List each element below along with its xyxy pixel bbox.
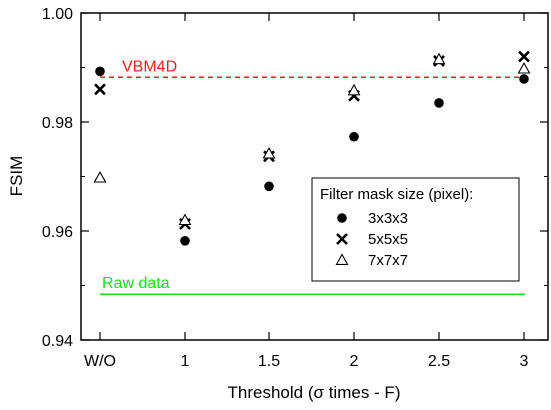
x-tick-label: 1.5 — [258, 353, 280, 370]
x-tick-label: W/O — [84, 353, 116, 370]
reference-line-label: Raw data — [102, 275, 170, 292]
x-tick-label: 2 — [350, 353, 359, 370]
point-3x3x3 — [434, 98, 444, 108]
point-7x7x7 — [432, 52, 446, 65]
point-3x3x3 — [264, 181, 274, 192]
point-3x3x3 — [95, 66, 105, 77]
legend: Filter mask size (pixel): 3x3x3 5x5x5 7x7x… — [311, 177, 520, 282]
reference-lines: VBM4D Raw data — [100, 58, 525, 295]
point-3x3x3 — [180, 236, 190, 246]
point-7x7x7 — [347, 83, 361, 96]
y-axis-label: FSIM — [7, 156, 26, 197]
y-axis-ticks: 0.94 0.96 0.98 1.00 — [42, 6, 548, 350]
point-7x7x7 — [262, 146, 276, 159]
point-3x3x3 — [349, 131, 359, 142]
x-tick-label: 3 — [520, 353, 529, 370]
point-5x5x5 — [518, 50, 530, 63]
legend-marker-3x3x3 — [337, 213, 347, 223]
x-axis-label: Threshold (σ times - F) — [228, 383, 401, 402]
x-tick-label: 1 — [181, 353, 190, 370]
x-tick-label: 2.5 — [428, 353, 450, 370]
legend-marker-7x7x7 — [335, 253, 349, 265]
y-tick-label: 1.00 — [42, 6, 73, 23]
legend-label: 5x5x5 — [368, 231, 408, 248]
legend-marker-5x5x5 — [336, 233, 348, 245]
x-axis-ticks: W/O 1 1.5 2 2.5 3 — [84, 13, 529, 370]
data-points — [93, 50, 531, 246]
legend-label: 3x3x3 — [368, 210, 408, 227]
y-tick-label: 0.96 — [42, 224, 73, 241]
y-tick-label: 0.94 — [42, 333, 73, 350]
point-7x7x7 — [517, 61, 531, 74]
reference-line-label: VBM4D — [122, 58, 177, 75]
point-5x5x5 — [94, 83, 106, 96]
legend-label: 7x7x7 — [368, 252, 408, 269]
point-3x3x3 — [519, 74, 529, 84]
point-7x7x7 — [93, 170, 107, 183]
legend-title: Filter mask size (pixel): — [320, 186, 473, 203]
y-tick-label: 0.98 — [42, 115, 73, 132]
point-7x7x7 — [178, 213, 192, 226]
